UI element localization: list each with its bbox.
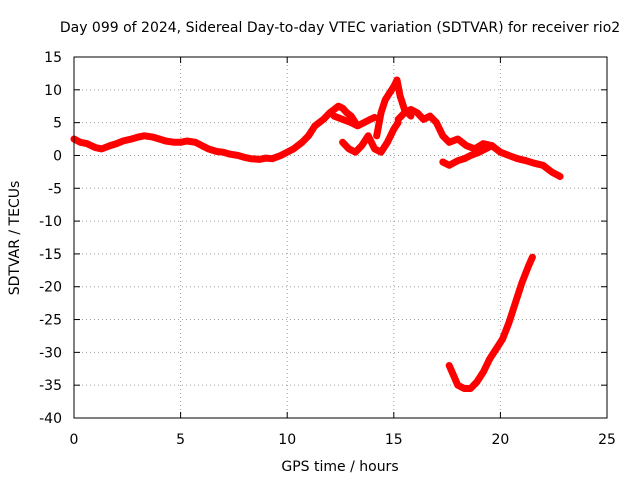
- x-tick-label: 5: [176, 432, 185, 448]
- plot-frame: [73, 56, 608, 419]
- x-tick-label: 0: [70, 432, 79, 448]
- series-line-spike: [373, 76, 415, 140]
- series-line-lower-branch: [439, 142, 496, 169]
- y-tick-label: -15: [39, 247, 62, 263]
- y-tick-label: -25: [39, 313, 62, 329]
- y-tick-label: -40: [39, 411, 62, 427]
- y-tick-label: -5: [48, 181, 62, 197]
- y-axis-label: SDTVAR / TECUs: [7, 181, 23, 296]
- y-tick-label: -30: [39, 345, 62, 361]
- series-line-post-peak: [394, 106, 564, 180]
- x-tick-label: 10: [278, 432, 296, 448]
- y-tick-label: 0: [53, 148, 62, 164]
- series-line-mid-branch-b: [339, 119, 402, 156]
- x-axis-label: GPS time / hours: [281, 459, 398, 475]
- x-tick-label: 20: [491, 432, 509, 448]
- y-tick-label: 10: [44, 83, 62, 99]
- plot-series: [70, 76, 564, 392]
- y-tick-label: 5: [53, 116, 62, 132]
- y-tick-label: -20: [39, 280, 62, 296]
- y-tick-label: -35: [39, 378, 62, 394]
- axes: 0 5 10 15 20 25 15 10 5 0 -5 -10 -15 -20 -25 -30 -35 -40: [39, 50, 616, 448]
- y-tick-label: 15: [44, 50, 62, 66]
- x-tick-label: 15: [385, 432, 403, 448]
- series-line-mid-branch-a: [330, 112, 379, 130]
- series-line-main-trace: [70, 102, 359, 163]
- y-tick-label: -10: [39, 214, 62, 230]
- chart-title: Day 099 of 2024, Sidereal Day-to-day VTE…: [60, 20, 620, 36]
- series-line-deep-branch: [445, 253, 536, 392]
- x-tick-label: 25: [598, 432, 616, 448]
